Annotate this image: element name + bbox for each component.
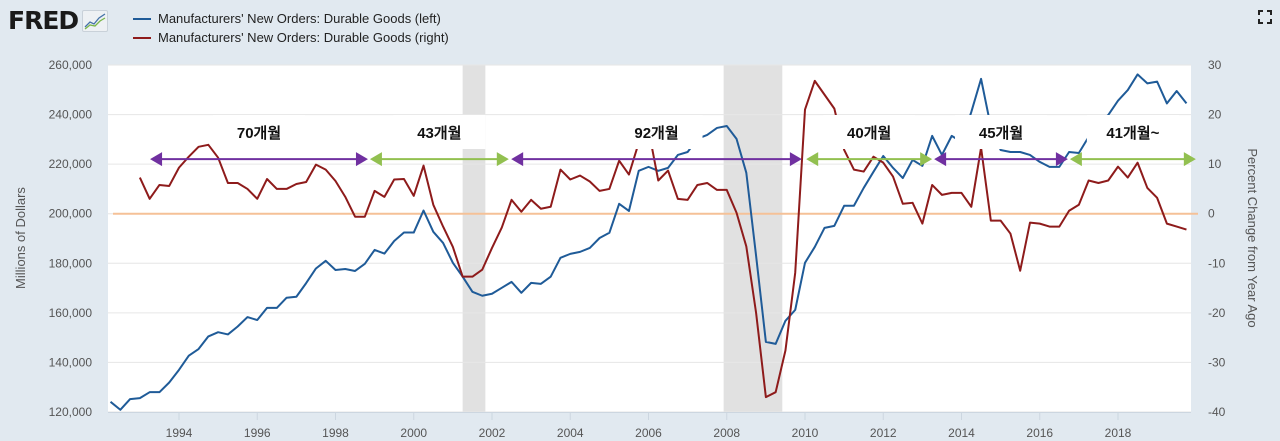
recession-shading — [462, 65, 783, 412]
legend-item-right[interactable]: Manufacturers' New Orders: Durable Goods… — [133, 28, 449, 47]
arrow-head-right-icon — [789, 152, 802, 167]
annotation-label: 45개월 — [979, 124, 1023, 142]
x-tick-label: 1996 — [244, 426, 271, 440]
logo-chart-icon — [82, 9, 109, 32]
annotation-label: 70개월 — [237, 124, 281, 142]
expand-icon[interactable] — [1258, 10, 1272, 24]
annotation-label-box — [1086, 115, 1179, 149]
annotation-label-box — [955, 115, 1048, 149]
x-tick-label: 2006 — [635, 426, 662, 440]
legend: Manufacturers' New Orders: Durable Goods… — [133, 9, 449, 47]
y-tick-right: 30 — [1208, 58, 1222, 72]
recession-band — [723, 65, 783, 412]
x-tick-label: 2008 — [713, 426, 740, 440]
annotation-label: 43개월 — [417, 124, 461, 142]
annotation-label-box — [213, 115, 306, 149]
x-tick-label: 2000 — [400, 426, 427, 440]
recession-band — [462, 65, 486, 412]
x-tick-label: 2014 — [948, 426, 975, 440]
y-tick-left: 200,000 — [49, 207, 93, 221]
series-lines — [109, 73, 1188, 411]
x-tick-label: 2012 — [870, 426, 897, 440]
axes: 260,000 240,000 220,000 200,000 180,000 160,0… — [49, 58, 1226, 440]
legend-label: Manufacturers' New Orders: Durable Goods… — [158, 11, 441, 26]
x-tick-label: 2002 — [479, 426, 506, 440]
x-tick-label: 2016 — [1026, 426, 1053, 440]
y-tick-right: 20 — [1208, 108, 1222, 122]
y-axis-right-label: Percent Change from Year Ago — [1245, 148, 1260, 327]
arrow-head-left-icon — [806, 152, 819, 167]
x-tick-label: 1994 — [166, 426, 193, 440]
y-tick-right: -20 — [1208, 306, 1226, 320]
x-tick-label: 2004 — [557, 426, 584, 440]
arrow-head-left-icon — [1069, 152, 1082, 167]
y-tick-left: 140,000 — [49, 355, 93, 369]
legend-label: Manufacturers' New Orders: Durable Goods… — [158, 30, 449, 45]
y-axis-left-label: Millions of Dollars — [13, 187, 28, 289]
series-line-levels — [109, 73, 1188, 411]
arrow-head-left-icon — [369, 152, 382, 167]
series-line-pct-change — [138, 79, 1187, 399]
annotation-label: 92개월 — [634, 124, 678, 142]
annotation-label-box — [393, 115, 486, 149]
annotation-label: 40개월 — [847, 124, 891, 142]
y-tick-left: 160,000 — [49, 306, 93, 320]
y-tick-right: -40 — [1208, 405, 1226, 419]
arrow-head-right-icon — [1055, 152, 1068, 167]
arrow-head-right-icon — [920, 152, 933, 167]
arrow-head-left-icon — [934, 152, 947, 167]
annotation-label-box — [610, 115, 703, 149]
y-tick-right: 0 — [1208, 207, 1215, 221]
y-tick-left: 180,000 — [49, 256, 93, 270]
annotation-label-box — [823, 115, 916, 149]
arrow-head-right-icon — [355, 152, 368, 167]
x-tick-label: 2018 — [1105, 426, 1132, 440]
annotations: 70개월 43개월 92개월 40개월 45개월 41개월~ — [150, 115, 1196, 167]
annotation-label: 41개월~ — [1106, 124, 1159, 142]
arrow-head-right-icon — [496, 152, 509, 167]
y-tick-right: -10 — [1208, 256, 1226, 270]
arrow-head-left-icon — [511, 152, 524, 167]
arrow-head-left-icon — [150, 152, 163, 167]
y-tick-left: 220,000 — [49, 157, 93, 171]
y-tick-left: 260,000 — [49, 58, 93, 72]
fred-logo[interactable]: FRED — [8, 6, 109, 35]
legend-item-left[interactable]: Manufacturers' New Orders: Durable Goods… — [133, 9, 449, 28]
y-tick-left: 120,000 — [49, 405, 93, 419]
y-tick-left: 240,000 — [49, 108, 93, 122]
x-tick-label: 2010 — [792, 426, 819, 440]
x-tick-label: 1998 — [322, 426, 349, 440]
y-tick-right: 10 — [1208, 157, 1222, 171]
y-tick-right: -30 — [1208, 355, 1226, 369]
legend-swatch-red — [133, 36, 151, 39]
logo-text: FRED — [8, 6, 79, 35]
legend-swatch-blue — [133, 17, 151, 20]
arrow-head-right-icon — [1183, 152, 1196, 167]
